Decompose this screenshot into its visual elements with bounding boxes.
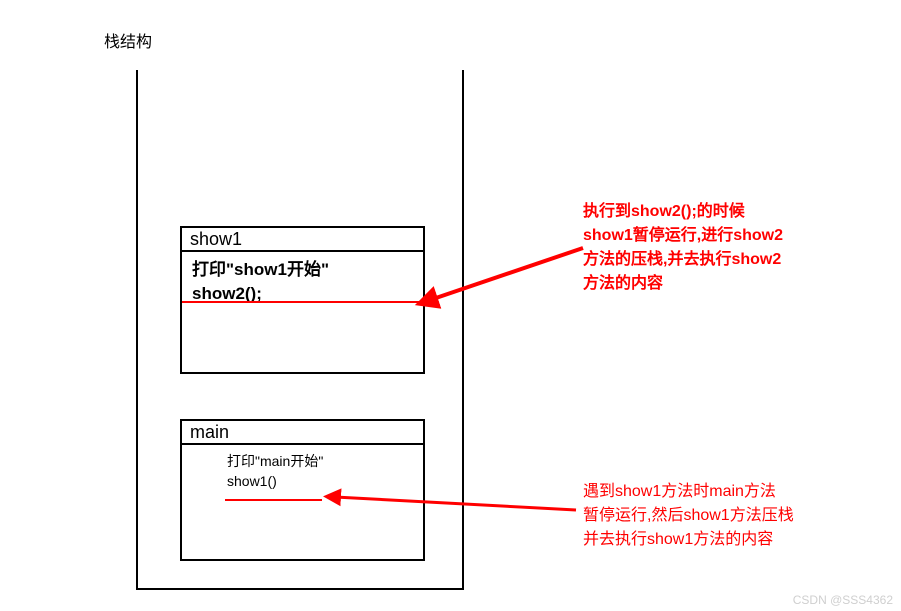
diagram-title: 栈结构 <box>104 28 152 52</box>
watermark: CSDN @SSS4362 <box>793 593 893 607</box>
frame-header-main: main <box>182 421 423 445</box>
show1-line-1: show2(); <box>192 282 415 306</box>
show1-line-0: 打印"show1开始" <box>192 258 415 282</box>
stack-frame-main: main 打印"main开始" show1() <box>180 419 425 561</box>
stack-frame-show1: show1 打印"show1开始" show2(); <box>180 226 425 374</box>
frame-body-main: 打印"main开始" show1() <box>182 445 423 495</box>
annotation-show1-push: 遇到show1方法时main方法暂停运行,然后show1方法压栈并去执行show… <box>583 480 794 552</box>
frame-body-show1: 打印"show1开始" show2(); <box>182 252 423 310</box>
frame-header-show1: show1 <box>182 228 423 252</box>
main-line-0: 打印"main开始" <box>192 451 415 471</box>
main-line-1: show1() <box>192 471 415 491</box>
annotation-show2-push: 执行到show2();的时候show1暂停运行,进行show2方法的压栈,并去执… <box>583 200 783 296</box>
